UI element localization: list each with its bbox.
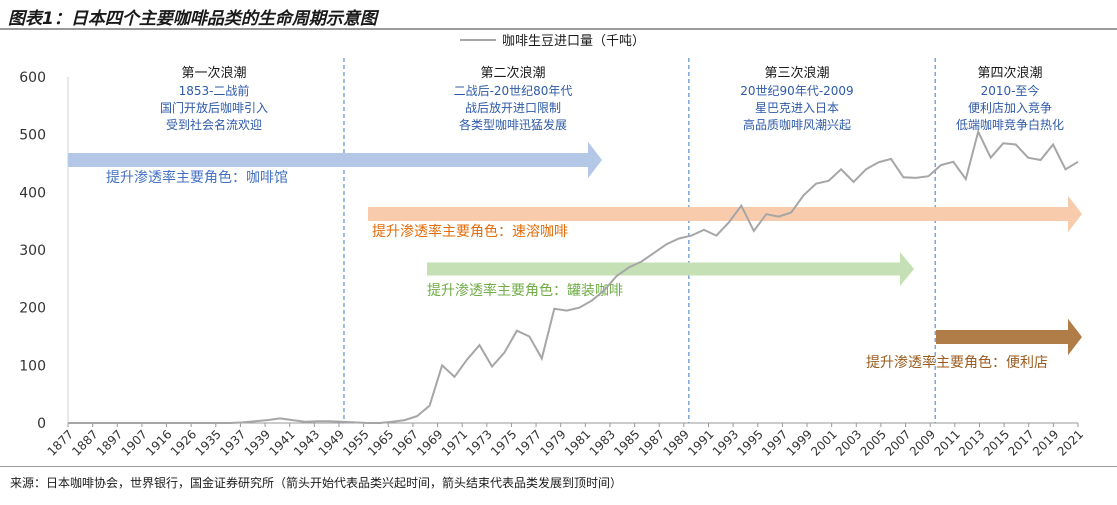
x-tick-label: 2011 xyxy=(931,427,962,458)
x-tick-label: 2021 xyxy=(1055,427,1086,458)
x-tick-label: 1939 xyxy=(242,427,273,458)
x-tick-label: 2017 xyxy=(1005,427,1036,458)
x-tick-label: 1941 xyxy=(266,427,297,458)
x-tick-label: 2015 xyxy=(981,427,1012,458)
era-text: 高品质咖啡风潮兴起 xyxy=(743,117,851,132)
x-tick-label: 1987 xyxy=(636,427,667,458)
era-text: 2010-至今 xyxy=(981,83,1040,98)
role-label: 提升渗透率主要角色：罐装咖啡 xyxy=(427,282,623,299)
x-axis: 1877188718971907191619261935193719391941… xyxy=(45,422,1086,459)
x-tick-label: 2019 xyxy=(1030,427,1061,458)
era-text: 受到社会名流欢迎 xyxy=(166,117,262,132)
x-tick-label: 2009 xyxy=(907,427,938,458)
role-arrows: 提升渗透率主要角色：咖啡馆提升渗透率主要角色：速溶咖啡提升渗透率主要角色：罐装咖… xyxy=(68,141,1082,371)
x-tick-label: 1983 xyxy=(587,427,618,458)
figure-title: 图表1：日本四个主要咖啡品类的生命周期示意图 xyxy=(8,9,377,29)
x-tick-label: 1937 xyxy=(217,427,248,458)
x-tick-label: 1985 xyxy=(611,427,642,458)
x-tick-label: 1955 xyxy=(340,427,371,458)
series-line-import-volume xyxy=(68,128,1079,424)
x-tick-label: 2005 xyxy=(858,427,889,458)
bottom-rule xyxy=(0,466,1117,467)
x-tick-label: 1997 xyxy=(759,427,790,458)
x-tick-label: 1981 xyxy=(562,427,593,458)
legend-label: 咖啡生豆进口量（千吨） xyxy=(502,34,645,49)
x-tick-label: 1969 xyxy=(414,427,445,458)
x-tick-label: 1991 xyxy=(685,427,716,458)
x-tick-label: 2007 xyxy=(882,427,913,458)
x-tick-label: 1995 xyxy=(734,427,765,458)
x-tick-label: 1967 xyxy=(389,427,420,458)
y-tick-label: 100 xyxy=(19,358,46,374)
top-rule xyxy=(0,28,1117,30)
x-tick-label: 1935 xyxy=(192,427,223,458)
chart-legend: 咖啡生豆进口量（千吨） xyxy=(460,34,645,49)
y-tick-label: 600 xyxy=(19,70,46,86)
chart-area: 咖啡生豆进口量（千吨） 0 100 200 300 400 500 600 18771887… xyxy=(19,34,1086,459)
x-tick-label: 2013 xyxy=(956,427,987,458)
series-layer xyxy=(68,128,1079,424)
x-tick-label: 1877 xyxy=(45,427,76,458)
role-label: 提升渗透率主要角色：便利店 xyxy=(866,354,1048,371)
y-tick-label: 0 xyxy=(37,416,46,432)
x-tick-label: 1949 xyxy=(316,427,347,458)
era-text: 20世纪90年代-2009 xyxy=(740,84,853,98)
era-text: 二战后-20世纪80年代 xyxy=(454,84,573,98)
source-note: 来源：日本咖啡协会，世界银行，国金证券研究所（箭头开始代表品类兴起时间，箭头结束… xyxy=(10,476,623,490)
era-title: 第一次浪潮 xyxy=(181,65,246,81)
y-tick-label: 300 xyxy=(19,243,46,259)
x-tick-label: 1971 xyxy=(439,427,470,458)
x-tick-label: 1977 xyxy=(513,427,544,458)
era-text: 星巴克进入日本 xyxy=(755,101,839,115)
era-dividers xyxy=(343,58,936,423)
role-arrow xyxy=(427,252,914,286)
x-tick-label: 1989 xyxy=(660,427,691,458)
x-tick-label: 1999 xyxy=(784,427,815,458)
era-title: 第三次浪潮 xyxy=(764,65,829,81)
era-title: 第四次浪潮 xyxy=(977,65,1042,81)
role-arrow xyxy=(68,141,602,179)
era-title: 第二次浪潮 xyxy=(480,65,545,81)
y-axis: 0 100 200 300 400 500 600 xyxy=(19,70,69,432)
x-tick-label: 1926 xyxy=(168,427,199,458)
x-tick-label: 1973 xyxy=(463,427,494,458)
era-text: 国门开放后咖啡引入 xyxy=(160,100,268,115)
x-tick-label: 1907 xyxy=(119,427,150,458)
era-text: 便利店加入竞争 xyxy=(968,101,1052,115)
era-text: 低端咖啡竞争白热化 xyxy=(956,117,1064,132)
era-text: 各类型咖啡迅猛发展 xyxy=(459,117,567,132)
x-tick-label: 2001 xyxy=(808,427,839,458)
x-tick-label: 1887 xyxy=(69,427,100,458)
role-arrow xyxy=(936,318,1082,356)
x-tick-label: 1943 xyxy=(291,427,322,458)
role-label: 提升渗透率主要角色：咖啡馆 xyxy=(106,169,288,186)
x-tick-label: 2003 xyxy=(833,427,864,458)
x-tick-label: 1916 xyxy=(143,427,174,458)
role-arrow xyxy=(368,195,1082,233)
era-text: 战后放开进口限制 xyxy=(465,100,561,115)
role-label: 提升渗透率主要角色：速溶咖啡 xyxy=(372,223,568,240)
x-tick-label: 1979 xyxy=(537,427,568,458)
x-tick-label: 1975 xyxy=(488,427,519,458)
x-tick-label: 1993 xyxy=(710,427,741,458)
y-tick-label: 200 xyxy=(19,301,46,317)
x-tick-label: 1897 xyxy=(94,427,125,458)
era-text: 1853-二战前 xyxy=(179,83,250,98)
x-tick-label: 1965 xyxy=(365,427,396,458)
y-tick-label: 400 xyxy=(19,185,46,201)
y-tick-label: 500 xyxy=(19,128,46,144)
